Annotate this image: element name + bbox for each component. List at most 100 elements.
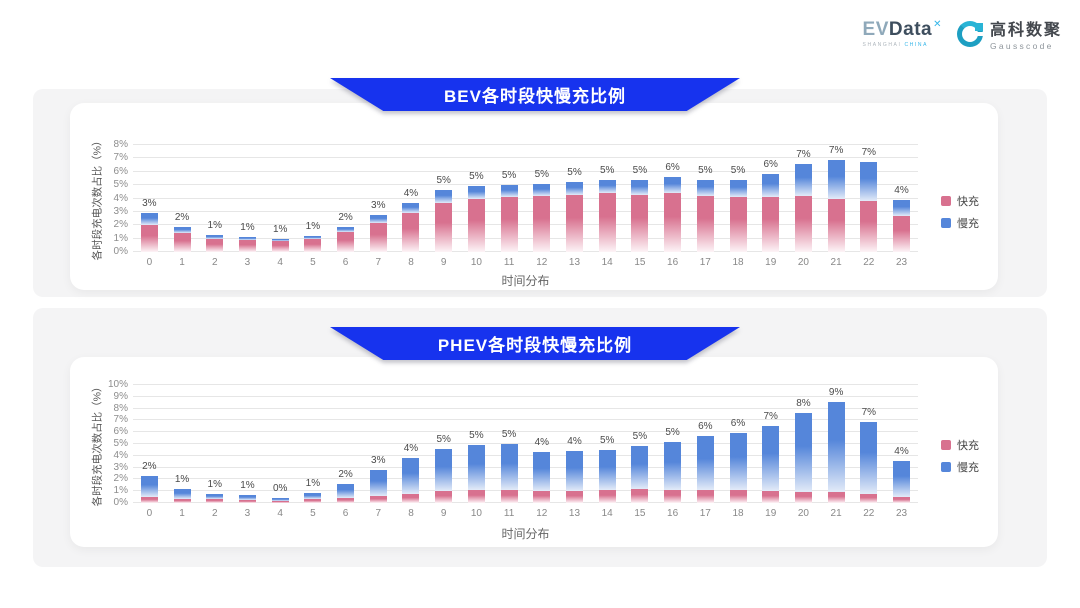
gridline [133, 224, 918, 226]
evdata-wordmark: EVData✕ [863, 19, 942, 41]
gausscode-cn: 高科数聚 [989, 22, 1062, 39]
bar-segment-slow [598, 449, 616, 491]
gridline [133, 466, 918, 468]
bar-slot: 5% [525, 145, 558, 252]
bev-chart-panel: BEV各时段快慢充比例 各时段充电次数占比（%） 0% 1% 2% 3% 4% 5% 6% 7… [33, 78, 1047, 297]
x-tick-label: 16 [667, 508, 679, 519]
bar-value-label: 4% [894, 445, 909, 457]
bar-value-label: 5% [501, 429, 517, 441]
bar-segment-slow [337, 484, 355, 498]
y-tick-label: 8% [113, 139, 128, 150]
bar-segment-fast [794, 195, 812, 252]
bar-value-label: 9% [828, 386, 844, 398]
bar-segment-fast [893, 497, 911, 503]
x-tick-label: 5 [310, 508, 316, 519]
bar-segment-fast [337, 497, 355, 503]
bar-segment-fast [598, 490, 616, 503]
phev-title-banner: PHEV各时段快慢充比例 [330, 327, 740, 360]
bar-segment-slow [369, 214, 387, 223]
bar-value-label: 1% [272, 223, 288, 235]
y-tick-label: 0% [113, 246, 128, 257]
x-tick-label: 20 [797, 257, 809, 268]
x-tick-label: 12 [536, 257, 548, 268]
legend-label: 快充 [957, 440, 979, 452]
y-tick-label: 7% [113, 414, 128, 426]
bar-segment-slow [402, 202, 420, 214]
gridline [133, 454, 918, 456]
y-tick-label: 1% [113, 232, 128, 244]
x-tick-label: 4 [277, 257, 283, 268]
x-tick-label: 1 [179, 508, 185, 519]
bar-value-label: 5% [436, 175, 451, 187]
bar-value-label: 4% [567, 436, 582, 448]
bar-segment-fast [206, 238, 224, 252]
bar-slot: 6% [722, 385, 755, 503]
bar-slot: 5% [493, 145, 526, 252]
bar-value-label: 4% [894, 184, 909, 196]
evdata-data-text: Data [888, 19, 933, 40]
phev-x-axis-ticks: 0 1 2 3 4 5 6 7 8 9 10 11 12 13 14 15 16 17 18 19 20 21 22 23 [133, 508, 918, 519]
gridline [133, 210, 918, 212]
bar-slot: 3% [362, 385, 395, 503]
bar-segment-fast [598, 193, 616, 252]
x-tick-label: 3 [244, 508, 251, 519]
phev-chart-panel: PHEV各时段快慢充比例 各时段充电次数占比（%） 0% 1% 2% 3% 4% 5% 6%… [33, 308, 1047, 567]
bar-segment-slow [238, 236, 256, 240]
bar-segment-fast [369, 495, 387, 503]
bar-segment-fast [500, 197, 518, 252]
bar-slot: 6% [689, 385, 722, 503]
bar-slot: 7% [852, 145, 885, 252]
bar-segment-fast [467, 490, 485, 503]
x-tick-label: 15 [634, 508, 646, 519]
phev-chart-title: PHEV各时段快慢充比例 [330, 327, 740, 360]
legend-swatch-icon [941, 196, 951, 206]
gridline [133, 144, 918, 145]
bar-slot: 7% [787, 145, 820, 252]
bar-segment-slow [893, 460, 911, 498]
bar-value-label: 6% [665, 162, 680, 174]
bar-segment-fast [500, 490, 518, 503]
header-logos: EVData✕ SHANGHAI CHINA 高科数聚 Gausscode [863, 16, 1062, 51]
bar-value-label: 1% [207, 478, 222, 490]
bar-segment-slow [467, 445, 485, 491]
bar-value-label: 5% [665, 426, 680, 438]
bar-value-label: 7% [861, 406, 877, 418]
bar-segment-fast [893, 215, 911, 252]
bar-slot: 5% [427, 385, 460, 503]
bar-value-label: 3% [142, 197, 157, 209]
bev-chart-title: BEV各时段快慢充比例 [330, 78, 740, 111]
legend-entry: 快充 [941, 437, 979, 453]
bar-slot: 3% [133, 145, 166, 252]
bar-segment-fast [827, 492, 845, 503]
bar-slot: 5% [689, 145, 722, 252]
y-tick-label: 6% [113, 165, 128, 177]
x-tick-label: 7 [375, 508, 382, 519]
x-tick-label: 1 [179, 257, 185, 268]
bar-slot: 5% [558, 145, 591, 252]
bar-segment-fast [271, 241, 289, 252]
bar-segment-slow [565, 451, 583, 491]
x-tick-label: 21 [830, 508, 842, 519]
legend-entry: 慢充 [941, 459, 979, 475]
bar-slot: 2% [329, 145, 362, 252]
bar-segment-slow [598, 179, 616, 194]
bev-y-axis-ticks: 0% 1% 2% 3% 4% 5% 6% 7% 8% [70, 140, 128, 257]
bev-x-axis-ticks: 0 1 2 3 4 5 6 7 8 9 10 11 12 13 14 15 16 17 18 19 20 21 22 23 [133, 257, 918, 268]
bar-segment-slow [467, 186, 485, 199]
bar-segment-fast [762, 197, 780, 252]
bar-segment-fast [173, 233, 191, 252]
x-tick-label: 13 [568, 257, 581, 268]
x-tick-label: 14 [601, 257, 613, 268]
x-tick-label: 10 [470, 257, 482, 268]
gridline [133, 251, 918, 252]
bar-segment-fast [304, 239, 322, 252]
x-tick-label: 6 [342, 508, 349, 519]
bar-value-label: 5% [469, 171, 484, 183]
y-tick-label: 3% [113, 461, 128, 473]
gridline [133, 170, 918, 172]
bar-segment-slow [827, 401, 845, 493]
x-tick-label: 8 [408, 257, 414, 268]
bar-value-label: 2% [142, 461, 157, 473]
y-tick-label: 1% [113, 485, 128, 497]
